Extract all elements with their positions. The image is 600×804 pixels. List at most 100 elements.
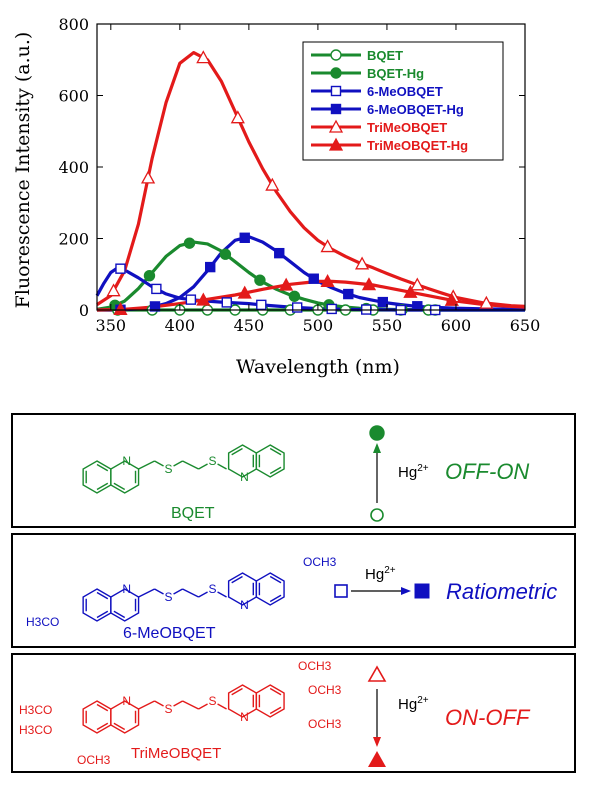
legend-label: BQET bbox=[367, 48, 403, 63]
bond bbox=[231, 447, 243, 456]
reagent-label: Hg2+ bbox=[398, 695, 429, 713]
bond bbox=[138, 700, 155, 710]
data-point bbox=[219, 248, 232, 260]
atom-label: S bbox=[165, 702, 173, 716]
data-point bbox=[205, 261, 216, 273]
legend-label: TriMeOBQET-Hg bbox=[367, 138, 468, 153]
bond bbox=[198, 703, 208, 710]
data-point bbox=[320, 274, 335, 288]
ring bbox=[110, 588, 140, 622]
legend-marker bbox=[330, 67, 342, 79]
bond bbox=[231, 687, 243, 696]
bond bbox=[138, 460, 155, 470]
bond bbox=[96, 703, 109, 712]
data-point bbox=[239, 232, 250, 243]
y-tick-label: 400 bbox=[58, 158, 89, 177]
data-point bbox=[106, 283, 121, 297]
data-point bbox=[354, 256, 370, 270]
data-point bbox=[140, 170, 156, 184]
data-point bbox=[151, 283, 162, 295]
panel-bqet: N S S N BQET Hg2+ OFF-ON bbox=[11, 413, 576, 528]
bond bbox=[269, 575, 282, 584]
bond bbox=[198, 463, 208, 470]
y-tick-label: 600 bbox=[58, 87, 89, 106]
bond bbox=[154, 700, 164, 707]
ring bbox=[82, 588, 112, 622]
data-point bbox=[237, 285, 252, 299]
bond bbox=[173, 588, 183, 595]
methoxy-right-1: OCH3 bbox=[298, 659, 332, 673]
atom-label: N bbox=[240, 710, 249, 724]
data-point bbox=[274, 247, 285, 259]
data-point bbox=[254, 274, 266, 286]
panel-6-meobqet: N S S N 6-MeOBQET H3CO OCH3 Hg2+ Ratiometri… bbox=[11, 533, 576, 648]
data-point bbox=[113, 302, 128, 316]
data-point bbox=[196, 292, 211, 306]
bond bbox=[269, 687, 282, 696]
response-label: OFF-ON bbox=[445, 459, 530, 484]
data-point bbox=[230, 110, 245, 124]
methoxy-right-2: OCH3 bbox=[308, 683, 342, 697]
marker-after-icon bbox=[369, 425, 385, 441]
bond bbox=[269, 466, 282, 475]
y-tick-label: 200 bbox=[58, 230, 89, 249]
methoxy-left-2: H3CO bbox=[19, 723, 53, 737]
bond bbox=[173, 700, 183, 707]
legend-marker bbox=[330, 103, 342, 115]
response-label: Ratiometric bbox=[446, 579, 558, 604]
x-tick-label: 400 bbox=[165, 316, 196, 335]
atom-label: N bbox=[122, 582, 131, 596]
bond bbox=[138, 588, 155, 598]
methoxy-right: OCH3 bbox=[303, 555, 337, 569]
methoxy-right-3: OCH3 bbox=[308, 717, 342, 731]
data-point bbox=[326, 303, 337, 315]
trimeobqet-structure: N S S N bbox=[82, 684, 285, 734]
bond bbox=[269, 447, 282, 456]
atom-label: S bbox=[165, 462, 173, 476]
marker-before-icon bbox=[370, 508, 384, 522]
bond bbox=[217, 591, 227, 598]
legend-marker bbox=[330, 85, 342, 97]
data-point bbox=[196, 50, 211, 64]
fluorescence-chart: 350 400 450 500 550 600 650 0 200 400 600 800 Wave… bbox=[12, 15, 540, 378]
bond bbox=[113, 610, 126, 619]
bond bbox=[182, 460, 199, 470]
data-point bbox=[412, 301, 423, 312]
x-axis-label: Wavelength (nm) bbox=[236, 356, 400, 378]
arrow-down-icon bbox=[367, 665, 387, 767]
reagent-label: Hg2+ bbox=[398, 463, 429, 481]
y-axis-label: Fluorescence Intensity (a.u.) bbox=[12, 32, 34, 309]
atom-label: N bbox=[240, 598, 249, 612]
bond bbox=[182, 700, 199, 710]
atom-label: S bbox=[209, 454, 217, 468]
legend-label: 6-MeOBQET-Hg bbox=[367, 102, 464, 117]
data-point bbox=[185, 294, 197, 305]
data-point bbox=[115, 263, 126, 274]
bond bbox=[113, 722, 126, 731]
bond bbox=[96, 722, 109, 731]
ring bbox=[255, 684, 285, 718]
bond bbox=[182, 588, 199, 598]
x-tick-label: 600 bbox=[441, 316, 472, 335]
compound-name: 6-MeOBQET bbox=[123, 625, 216, 642]
panel-trimeobqet: N S S N TriMeOBQET H3CO H3CO OCH3 OCH3 OCH3… bbox=[11, 653, 576, 773]
y-tick-label: 800 bbox=[58, 15, 89, 34]
marker-before-icon bbox=[334, 584, 348, 598]
marker-after-icon bbox=[368, 751, 386, 767]
data-point bbox=[183, 237, 196, 249]
atom-label: S bbox=[165, 590, 173, 604]
methoxy-left-1: H3CO bbox=[19, 703, 53, 717]
compound-name: BQET bbox=[171, 505, 215, 522]
atom-label: S bbox=[209, 694, 217, 708]
atom-label: N bbox=[122, 694, 131, 708]
data-point bbox=[377, 296, 388, 308]
6-meobqet-structure: N S S N bbox=[82, 572, 285, 622]
bond bbox=[96, 610, 109, 619]
chart-legend: BQET BQET-Hg 6-MeOBQET 6-MeOBQET-Hg TriMeOBQ… bbox=[302, 41, 504, 161]
ring bbox=[82, 460, 112, 494]
data-point bbox=[410, 277, 425, 291]
bond bbox=[113, 482, 126, 491]
data-point bbox=[143, 269, 156, 282]
y-tick-label: 0 bbox=[79, 301, 89, 320]
data-point bbox=[265, 177, 280, 191]
